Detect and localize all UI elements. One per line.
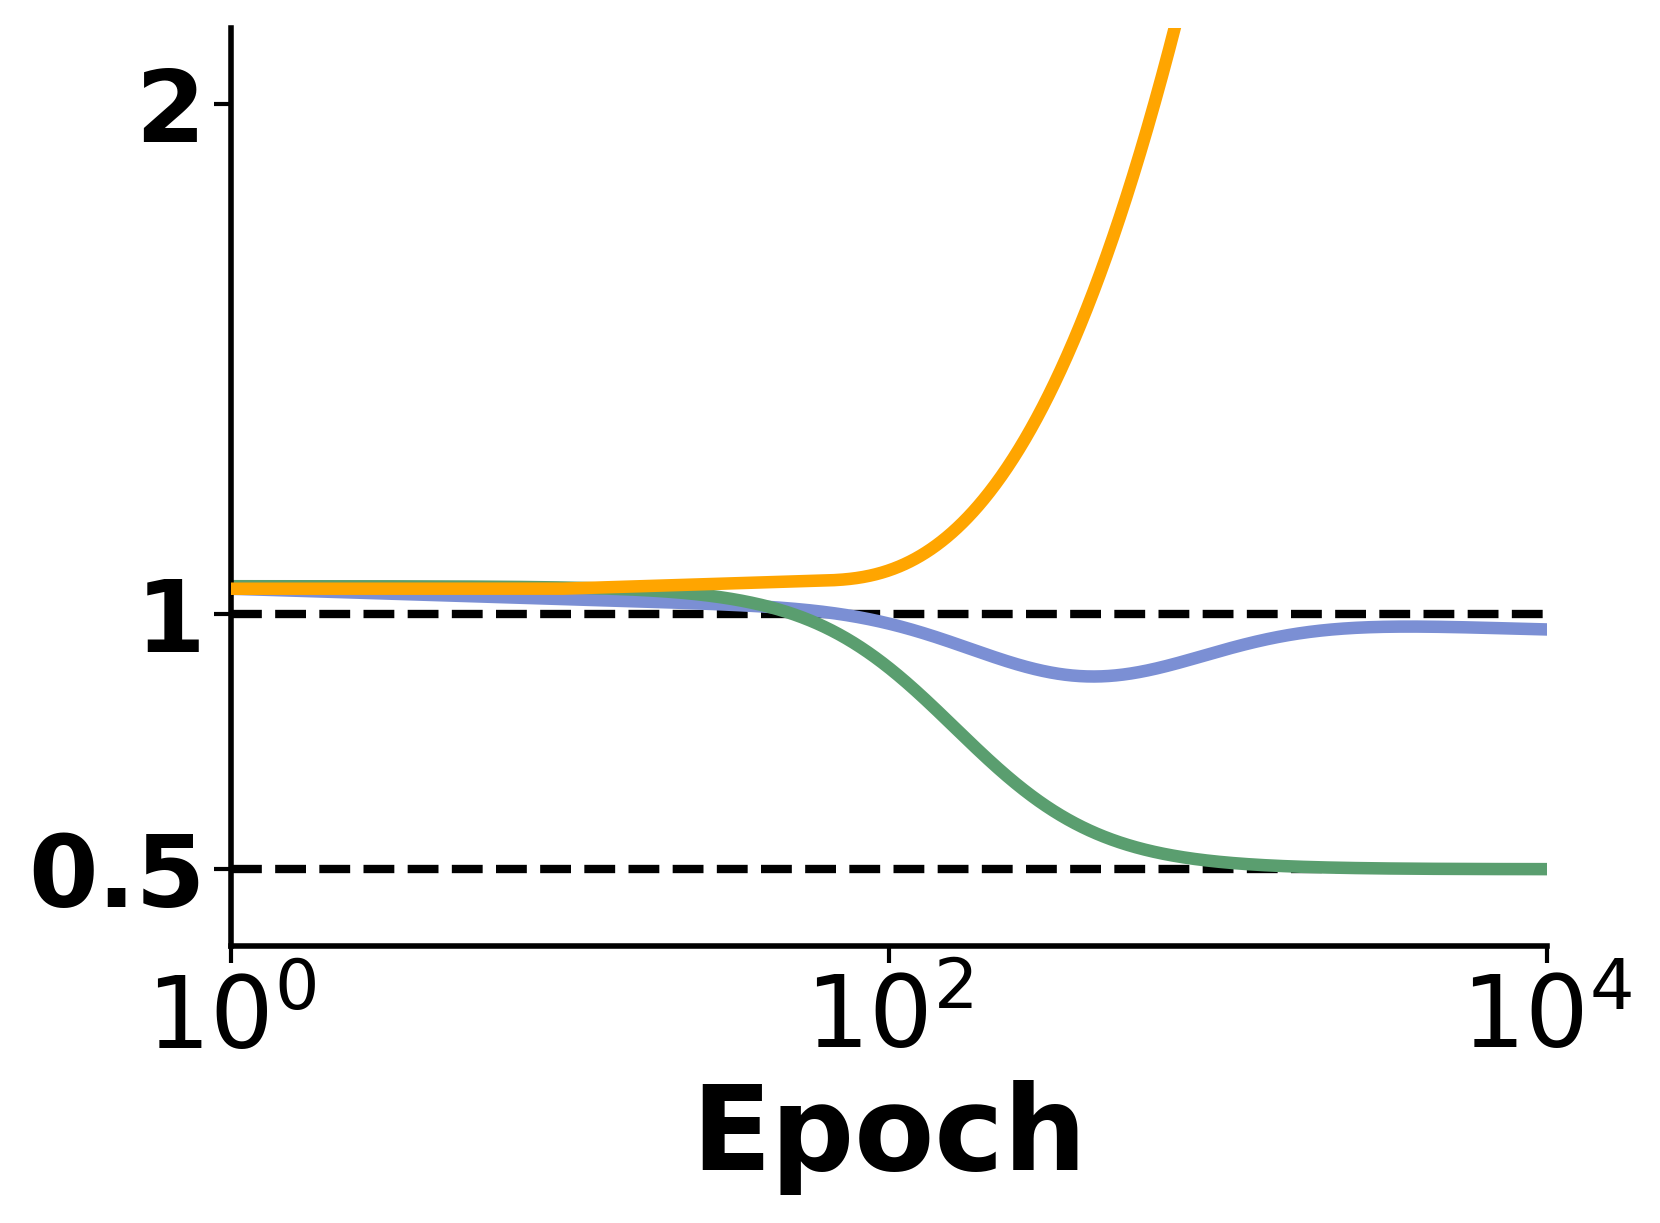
X-axis label: Epoch: Epoch xyxy=(691,1080,1087,1195)
